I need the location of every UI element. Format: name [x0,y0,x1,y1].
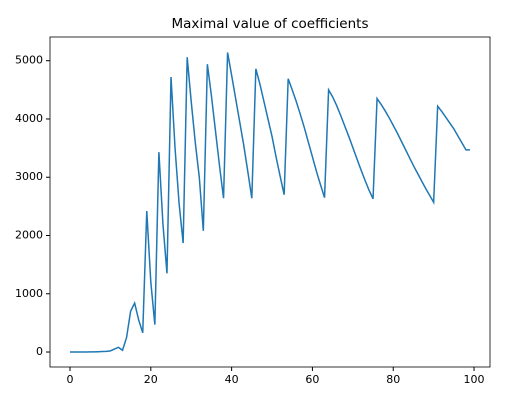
line-series [70,52,470,353]
plot-frame [49,36,491,368]
x-tick-label: 20 [144,373,158,386]
y-tick-label: 4000 [15,112,43,125]
y-tick-label: 0 [36,345,43,358]
x-tick-label: 60 [305,373,319,386]
x-tick-label: 80 [386,373,400,386]
y-tick-label: 3000 [15,170,43,183]
x-tick-label: 100 [464,373,485,386]
y-tick-label: 2000 [15,229,43,242]
y-tick-label: 1000 [15,287,43,300]
x-tick-label: 40 [225,373,239,386]
y-tick-label: 5000 [15,54,43,67]
chart-title: Maximal value of coefficients [172,16,369,32]
x-tick-label: 0 [67,373,74,386]
